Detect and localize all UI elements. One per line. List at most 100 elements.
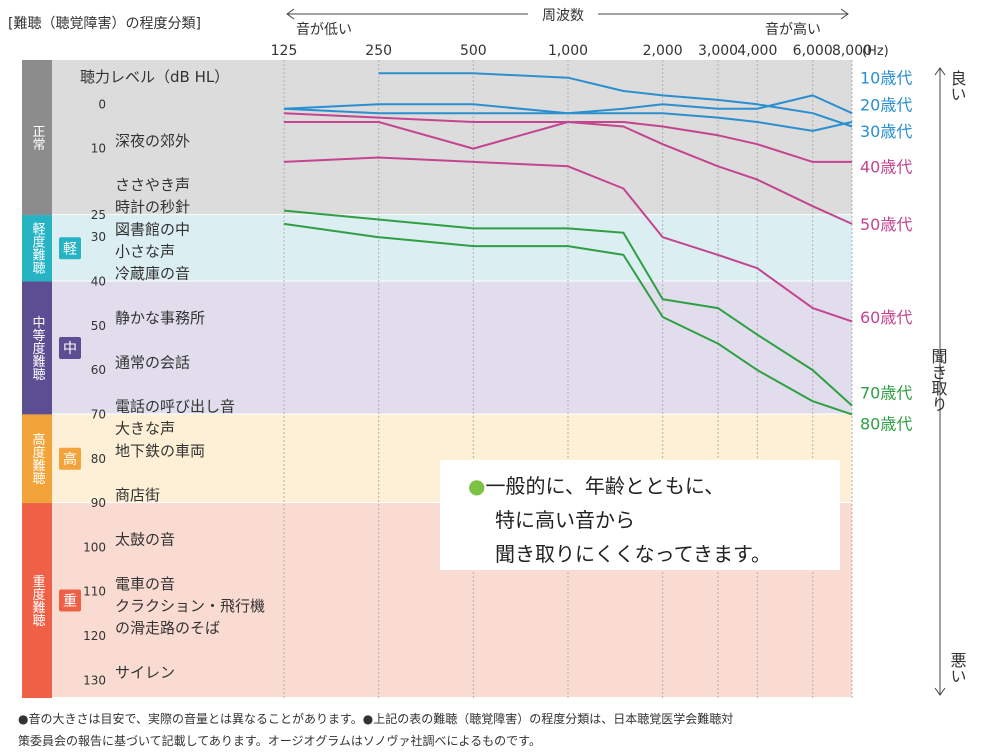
severity-strip-normal [22, 60, 52, 216]
x-tick-label: 250 [365, 43, 392, 59]
severity-label-normal: 正常 [30, 125, 46, 151]
y-tick-label: 100 [83, 540, 106, 554]
severity-strip-moderate [22, 281, 52, 415]
sound-example-label: 冷蔵庫の音 [115, 265, 190, 283]
y-axis-ticks: 0 10 25 30 40 50 60 70 80 90 100 110 120 130 [83, 97, 106, 687]
series-line-8 [283, 222, 853, 416]
scale-good-label: 良い [948, 70, 967, 102]
x-tick-label: 4,000 [737, 43, 777, 59]
sound-example-label: サイレン [115, 663, 175, 681]
low-sound-label: 音が低い [296, 21, 352, 38]
note-line-1: ●一般的に、年齢とともに、 [468, 470, 724, 499]
x-axis-label: 周波数 [542, 8, 584, 24]
age-label: 10歳代 [860, 69, 912, 88]
sound-example-label: 大きな声 [115, 420, 175, 438]
sound-example-label: 深夜の郊外 [115, 132, 190, 150]
age-label: 50歳代 [860, 215, 912, 234]
note-line-3: 聞き取りにくくなってきます。 [495, 542, 771, 566]
y-tick-label: 60 [91, 363, 106, 377]
x-tick-label: 6,000 [793, 43, 833, 59]
sound-example-label: 通常の会話 [115, 353, 190, 371]
severity-badge-text: 軽 [63, 241, 77, 257]
y-tick-label: 130 [83, 673, 106, 687]
age-label: 80歳代 [860, 414, 912, 433]
sound-example-label: 時計の秒針 [115, 198, 190, 216]
sound-examples: 深夜の郊外ささやき声時計の秒針図書館の中小さな声冷蔵庫の音静かな事務所通常の会話… [115, 132, 265, 682]
y-tick-label: 40 [91, 275, 106, 289]
series-line-4 [283, 112, 852, 163]
y-tick-label: 90 [91, 496, 106, 510]
y-tick-label: 10 [91, 142, 106, 156]
severity-badge-moderate [59, 336, 81, 359]
series-lines [283, 72, 853, 416]
series-line-6 [283, 156, 853, 323]
severity-badge-profound [59, 589, 81, 612]
y-tick-label: 70 [91, 407, 106, 421]
x-tick-label: 500 [460, 43, 487, 59]
note-bullet-icon: ● [468, 474, 486, 498]
footer-note-2: 策委員会の報告に基づいて記載してあります。オージオグラムはソノヴァ社調べによるも… [18, 734, 541, 748]
y-tick-label: 25 [91, 208, 106, 222]
sound-example-label: 電車の音 [115, 575, 175, 593]
arrow-down-icon [934, 687, 946, 696]
age-label: 30歳代 [860, 122, 912, 141]
severity-label-profound: 重度難聴 [30, 574, 46, 627]
sound-example-label: 商店街 [115, 486, 160, 504]
age-label: 60歳代 [860, 308, 912, 327]
age-label: 40歳代 [860, 157, 912, 176]
y-tick-label: 80 [91, 452, 106, 466]
severity-badge-mild [59, 237, 81, 260]
sound-example-label: 電話の呼び出し音 [115, 398, 235, 416]
arrow-right-icon [840, 8, 849, 20]
hearing-scale: 良い 聞き取り 悪い [929, 65, 970, 696]
x-tick-label: 8,000 [832, 43, 872, 59]
scale-top-backdrop [946, 65, 970, 110]
arrow-up-icon [934, 67, 946, 76]
high-sound-label: 音が高い [765, 21, 821, 38]
severity-badge-text: 高 [63, 451, 77, 468]
sound-example-label: ささやき声 [115, 176, 190, 194]
severity-badge-text: 中 [63, 341, 77, 357]
sound-example-label: 地下鉄の車両 [115, 442, 205, 460]
x-tick-label: 125 [271, 43, 298, 59]
note-box [440, 460, 840, 570]
sound-example-label: の滑走路のそば [115, 619, 220, 637]
frequency-header: 周波数 音が低い 音が高い (Hz) [286, 4, 889, 59]
sound-example-label: 静かな事務所 [115, 309, 205, 327]
sound-example-label: 太鼓の音 [115, 531, 175, 549]
age-label: 20歳代 [860, 95, 912, 114]
series-line-1 [378, 72, 853, 128]
age-labels: 10歳代 20歳代 30歳代 40歳代 50歳代 60歳代 70歳代 80歳代 [860, 69, 912, 434]
sound-example-label: 図書館の中 [115, 220, 190, 238]
y-tick-label: 110 [83, 585, 106, 599]
severity-strip-mild [22, 215, 52, 282]
series-line-3 [283, 107, 853, 132]
severity-badge-severe [59, 447, 81, 470]
y-tick-label: 50 [91, 319, 106, 333]
band-moderate [22, 281, 852, 415]
severity-strip-severe [22, 414, 52, 504]
x-tick-label: 2,000 [643, 43, 683, 59]
x-unit-label: (Hz) [862, 44, 889, 59]
x-tick-label: 1,000 [548, 43, 588, 59]
series-line-7 [283, 209, 853, 407]
note-text-1: 一般的に、年齢とともに、 [485, 474, 725, 498]
severity-label-moderate: 中等度難聴 [30, 315, 46, 380]
xlabel-backdrop [528, 4, 598, 24]
scale-hearing-label: 聞き取り [929, 348, 948, 412]
y-tick-label: 30 [91, 230, 106, 244]
x-tick-label: 3,000 [698, 43, 738, 59]
sound-example-label: クラクション・飛行機 [115, 597, 265, 615]
scale-bad-label: 悪い [948, 652, 967, 684]
arrow-left-icon [286, 8, 295, 20]
severity-label-severe: 高度難聴 [30, 432, 46, 485]
y-axis-label: 聴力レベル（dB HL） [80, 68, 229, 86]
sound-example-label: 小さな声 [115, 243, 175, 261]
age-label: 70歳代 [860, 383, 912, 402]
series-line-5 [284, 121, 853, 225]
severity-label-mild: 軽度難聴 [30, 222, 46, 274]
footer-note-1: ●音の大きさは目安で、実際の音量とは異なることがあります。●上記の表の難聴（聴覚… [18, 712, 734, 726]
note-line-2: 特に高い音から [495, 508, 635, 532]
